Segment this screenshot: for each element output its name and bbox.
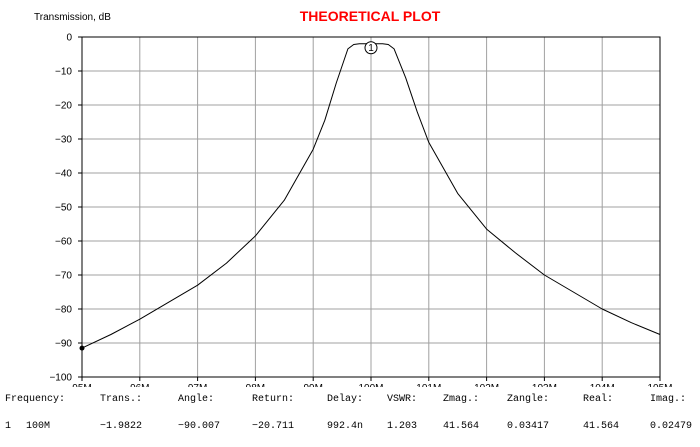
x-tick-label: 101M: [416, 383, 441, 387]
y-tick-label: 0: [66, 33, 72, 44]
y-axis-label: Transmission, dB: [34, 12, 111, 23]
readout-header-vswr: VSWR:: [387, 394, 418, 405]
readout-value-zmag: 41.564: [443, 421, 480, 432]
readout-header-delay: Delay:: [327, 394, 364, 405]
cursor-point[interactable]: [79, 345, 85, 351]
marker-circle[interactable]: [364, 41, 378, 55]
x-tick-label: 103M: [532, 383, 557, 387]
readout-value-zangle: 0.03417: [507, 421, 550, 432]
y-tick-labels: 0 −10 −20 −30 −40 −50 −60 −70 −80 −90 −100: [49, 33, 82, 384]
y-tick-label: −60: [55, 237, 72, 248]
y-tick-label: −70: [55, 271, 72, 282]
grid: [82, 37, 660, 377]
x-tick-label: 105M: [647, 383, 672, 387]
x-tick-label: 102M: [474, 383, 499, 387]
x-tick-label: 104M: [590, 383, 615, 387]
readout-row-index: 1: [5, 421, 12, 432]
readout-value-trans: −1.9822: [100, 421, 143, 432]
marker-label: 1: [368, 43, 374, 54]
readout-value-return: −20.711: [252, 421, 295, 432]
x-tick-label: 100M: [358, 383, 383, 387]
readout-value-real: 41.564: [583, 421, 620, 432]
y-tick-label: −50: [55, 203, 72, 214]
readout-header-frequency: Frequency:: [5, 394, 66, 405]
x-tick-label: 99M: [303, 383, 322, 387]
y-tick-label: −40: [55, 169, 72, 180]
readout-value-vswr: 1.203: [387, 421, 418, 432]
x-tick-labels: 95M 96M 97M 98M 99M 100M 101M 102M 103M 104M 105M: [72, 377, 673, 387]
readout-header-zangle: Zangle:: [507, 394, 550, 405]
readout-header-trans: Trans.:: [100, 394, 143, 405]
x-tick-label: 97M: [188, 383, 207, 387]
transmission-chart: THEORETICAL PLOT Transmission, dB 0 −10 −2…: [34, 8, 673, 387]
readout-header-real: Real:: [583, 394, 614, 405]
y-tick-label: −10: [55, 67, 72, 78]
y-tick-label: −90: [55, 339, 72, 350]
x-tick-label: 98M: [246, 383, 265, 387]
x-tick-label: 95M: [72, 383, 91, 387]
chart-title: THEORETICAL PLOT: [300, 8, 441, 24]
readout-header-zmag: Zmag.:: [443, 394, 480, 405]
readout-value-delay: 992.4n: [327, 421, 364, 432]
x-tick-label: 96M: [130, 383, 149, 387]
readout-header-imag: Imag.:: [650, 394, 687, 405]
y-tick-label: −20: [55, 101, 72, 112]
readout-header-return: Return:: [252, 394, 295, 405]
y-tick-label: −80: [55, 305, 72, 316]
readout-panel: Frequency: Trans.: Angle: Return: Delay:…: [0, 387, 700, 447]
readout-value-angle: −90.007: [178, 421, 221, 432]
marker-layer: 1: [79, 41, 378, 351]
y-tick-label: −100: [49, 373, 72, 384]
readout-value-frequency: 100M: [26, 421, 51, 432]
readout-header-angle: Angle:: [178, 394, 215, 405]
y-tick-label: −30: [55, 135, 72, 146]
readout-value-imag: 0.02479: [650, 421, 693, 432]
